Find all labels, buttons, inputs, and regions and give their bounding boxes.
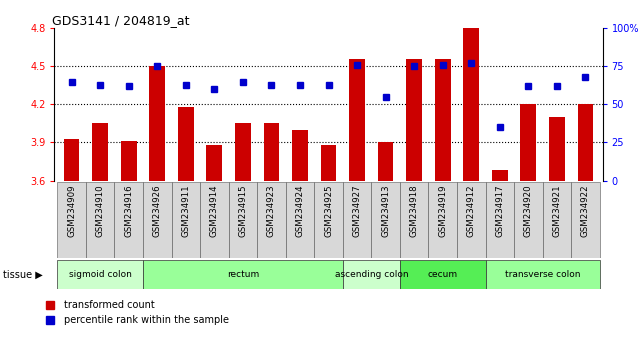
Bar [578,104,594,181]
FancyBboxPatch shape [286,182,314,258]
Bar [406,59,422,181]
Bar [492,170,508,181]
FancyBboxPatch shape [57,182,86,258]
Text: GSM234913: GSM234913 [381,184,390,237]
FancyBboxPatch shape [257,182,286,258]
Text: GSM234918: GSM234918 [410,184,419,237]
FancyBboxPatch shape [428,182,457,258]
FancyBboxPatch shape [314,182,343,258]
Bar [349,59,365,181]
Bar [320,145,337,181]
Text: transformed count: transformed count [63,299,154,310]
FancyBboxPatch shape [371,182,400,258]
Bar [520,104,536,181]
Text: GSM234916: GSM234916 [124,184,133,237]
Text: GSM234911: GSM234911 [181,184,190,237]
Bar [378,143,394,181]
FancyBboxPatch shape [400,182,428,258]
FancyBboxPatch shape [172,182,200,258]
Text: transverse colon: transverse colon [505,270,580,279]
FancyBboxPatch shape [542,182,571,258]
FancyBboxPatch shape [343,260,400,289]
Text: GSM234912: GSM234912 [467,184,476,237]
Text: GDS3141 / 204819_at: GDS3141 / 204819_at [52,14,189,27]
FancyBboxPatch shape [200,182,229,258]
Text: GSM234924: GSM234924 [296,184,304,237]
Text: GSM234925: GSM234925 [324,184,333,237]
Bar [206,145,222,181]
FancyBboxPatch shape [343,182,371,258]
Text: tissue ▶: tissue ▶ [3,270,43,280]
Text: GSM234922: GSM234922 [581,184,590,237]
FancyBboxPatch shape [400,260,485,289]
Text: GSM234919: GSM234919 [438,184,447,237]
FancyBboxPatch shape [143,182,172,258]
FancyBboxPatch shape [457,182,485,258]
Text: GSM234921: GSM234921 [553,184,562,237]
Bar [63,139,79,181]
Text: GSM234917: GSM234917 [495,184,504,237]
FancyBboxPatch shape [57,260,143,289]
Text: GSM234920: GSM234920 [524,184,533,237]
FancyBboxPatch shape [115,182,143,258]
Text: percentile rank within the sample: percentile rank within the sample [63,315,229,325]
Bar [178,107,194,181]
Bar [263,124,279,181]
FancyBboxPatch shape [229,182,257,258]
FancyBboxPatch shape [485,182,514,258]
FancyBboxPatch shape [514,182,542,258]
Bar [292,130,308,181]
Text: GSM234923: GSM234923 [267,184,276,237]
Bar [435,59,451,181]
Text: ascending colon: ascending colon [335,270,408,279]
FancyBboxPatch shape [143,260,343,289]
FancyBboxPatch shape [485,260,600,289]
Text: rectum: rectum [227,270,259,279]
FancyBboxPatch shape [86,182,115,258]
Bar [121,141,137,181]
Bar [92,124,108,181]
Text: cecum: cecum [428,270,458,279]
Bar [149,67,165,181]
Text: GSM234909: GSM234909 [67,184,76,237]
Bar [235,124,251,181]
Bar [549,117,565,181]
Bar [463,28,479,181]
Text: GSM234927: GSM234927 [353,184,362,237]
Text: sigmoid colon: sigmoid colon [69,270,131,279]
Text: GSM234910: GSM234910 [96,184,104,237]
FancyBboxPatch shape [571,182,600,258]
Text: GSM234915: GSM234915 [238,184,247,237]
Text: GSM234914: GSM234914 [210,184,219,237]
Text: GSM234926: GSM234926 [153,184,162,237]
